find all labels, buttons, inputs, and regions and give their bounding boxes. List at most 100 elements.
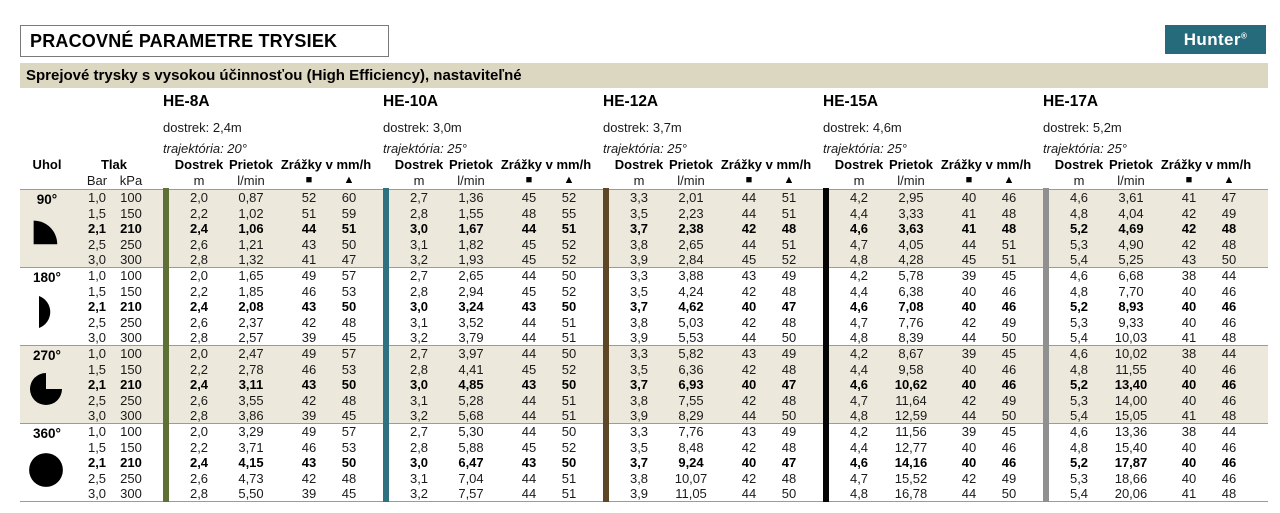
cell-zrazky-square: 40 (1181, 314, 1197, 330)
nozzle-dostrek: dostrek: 2,4m (163, 120, 242, 135)
cell-prietok: 8,29 (678, 408, 704, 424)
cell-prietok: 1,06 (238, 221, 264, 237)
cell-zrazky-triangle: 48 (341, 314, 357, 330)
cell-prietok: 7,55 (678, 392, 704, 408)
col-header-prietok: Prietok (888, 157, 934, 172)
cell-dostrek: 2,2 (189, 205, 209, 221)
cell-dostrek: 3,8 (629, 470, 649, 486)
cell-prietok: 8,67 (898, 346, 924, 361)
cell-dostrek: 3,1 (409, 392, 429, 408)
cell-dostrek: 2,6 (189, 470, 209, 486)
cell-zrazky-triangle: 45 (341, 330, 357, 346)
cell-zrazky-square: 52 (301, 190, 317, 205)
cell-prietok: 6,47 (458, 455, 484, 471)
cell-prietok: 0,87 (238, 190, 264, 205)
cell-zrazky-square: 41 (961, 205, 977, 221)
cell-zrazky-square: 39 (301, 486, 317, 502)
cell-zrazky-square: 49 (301, 346, 317, 361)
cell-prietok: 3,11 (238, 377, 264, 393)
angle-group-band (20, 268, 1268, 346)
cell-zrazky-triangle: 52 (561, 236, 577, 252)
pressure-bar-value: 2,1 (87, 221, 107, 237)
cell-dostrek: 3,1 (409, 314, 429, 330)
cell-zrazky-square: 43 (521, 377, 537, 393)
cell-zrazky-triangle: 46 (1221, 361, 1237, 377)
cell-dostrek: 4,7 (849, 236, 869, 252)
cell-dostrek: 2,2 (189, 283, 209, 299)
cell-zrazky-square: 46 (301, 439, 317, 455)
cell-zrazky-square: 40 (961, 361, 977, 377)
triangle-icon: ▲ (563, 174, 575, 186)
cell-zrazky-triangle: 50 (1001, 330, 1017, 346)
col-header-dostrek: Dostrek (394, 157, 444, 172)
col-header-dostrek: Dostrek (174, 157, 224, 172)
cell-dostrek: 3,5 (629, 439, 649, 455)
cell-dostrek: 2,8 (409, 283, 429, 299)
cell-zrazky-square: 45 (521, 283, 537, 299)
cell-prietok: 10,07 (674, 470, 708, 486)
cell-dostrek: 4,6 (1069, 190, 1089, 205)
cell-zrazky-triangle: 48 (781, 221, 797, 237)
square-icon: ■ (1185, 174, 1193, 186)
cell-prietok: 7,76 (898, 314, 924, 330)
cell-dostrek: 3,9 (629, 252, 649, 268)
cell-zrazky-square: 40 (1181, 392, 1197, 408)
cell-zrazky-triangle: 46 (1221, 299, 1237, 315)
angle-group-band (20, 346, 1268, 424)
cell-dostrek: 4,2 (849, 190, 869, 205)
cell-dostrek: 3,9 (629, 408, 649, 424)
cell-zrazky-triangle: 53 (341, 283, 357, 299)
nozzle-name: HE-8A (163, 93, 210, 110)
pressure-kpa-value: 210 (120, 455, 142, 471)
cell-dostrek: 3,1 (409, 236, 429, 252)
full-circle-icon (27, 451, 65, 489)
cell-dostrek: 2,8 (409, 205, 429, 221)
cell-prietok: 1,65 (238, 268, 264, 283)
cell-zrazky-square: 42 (741, 221, 757, 237)
unit-lmin: l/min (457, 173, 485, 188)
pressure-bar-value: 3,0 (87, 330, 107, 346)
cell-prietok: 14,00 (1114, 392, 1148, 408)
nozzle-name: HE-12A (603, 93, 659, 110)
cell-zrazky-triangle: 51 (341, 221, 357, 237)
cell-zrazky-square: 44 (521, 408, 537, 424)
cell-zrazky-square: 41 (1181, 408, 1197, 424)
cell-dostrek: 3,2 (409, 408, 429, 424)
cell-zrazky-triangle: 46 (1001, 439, 1017, 455)
cell-prietok: 14,16 (894, 455, 928, 471)
nozzle-trajektoria: trajektória: 25° (823, 141, 907, 156)
cell-dostrek: 4,6 (849, 455, 869, 471)
cell-dostrek: 5,2 (1069, 377, 1089, 393)
cell-zrazky-triangle: 48 (1221, 486, 1237, 502)
pressure-bar-value: 3,0 (87, 252, 107, 268)
cell-zrazky-triangle: 59 (341, 205, 357, 221)
cell-prietok: 4,05 (898, 236, 924, 252)
cell-dostrek: 4,7 (849, 392, 869, 408)
cell-prietok: 6,93 (678, 377, 704, 393)
cell-dostrek: 4,4 (849, 283, 869, 299)
cell-zrazky-square: 40 (961, 377, 977, 393)
cell-dostrek: 3,2 (409, 252, 429, 268)
cell-dostrek: 4,4 (849, 205, 869, 221)
cell-prietok: 12,59 (894, 408, 928, 424)
pressure-bar-value: 1,0 (87, 424, 107, 439)
cell-zrazky-triangle: 55 (561, 205, 577, 221)
hunter-logo: Hunter® (1165, 25, 1266, 54)
cell-prietok: 1,67 (458, 221, 484, 237)
pressure-bar-value: 1,0 (87, 190, 107, 205)
cell-dostrek: 2,7 (409, 268, 429, 283)
cell-prietok: 4,73 (238, 470, 264, 486)
cell-zrazky-triangle: 48 (1221, 330, 1237, 346)
cell-zrazky-triangle: 48 (781, 283, 797, 299)
cell-dostrek: 4,7 (849, 314, 869, 330)
pressure-bar-value: 1,0 (87, 346, 107, 361)
cell-dostrek: 3,0 (409, 377, 429, 393)
cell-dostrek: 4,4 (849, 361, 869, 377)
cell-zrazky-triangle: 48 (1001, 221, 1017, 237)
cell-zrazky-triangle: 50 (1001, 486, 1017, 502)
cell-dostrek: 3,9 (629, 486, 649, 502)
cell-dostrek: 2,8 (409, 361, 429, 377)
cell-prietok: 4,69 (1118, 221, 1144, 237)
cell-zrazky-square: 48 (521, 205, 537, 221)
cell-zrazky-square: 40 (1181, 361, 1197, 377)
